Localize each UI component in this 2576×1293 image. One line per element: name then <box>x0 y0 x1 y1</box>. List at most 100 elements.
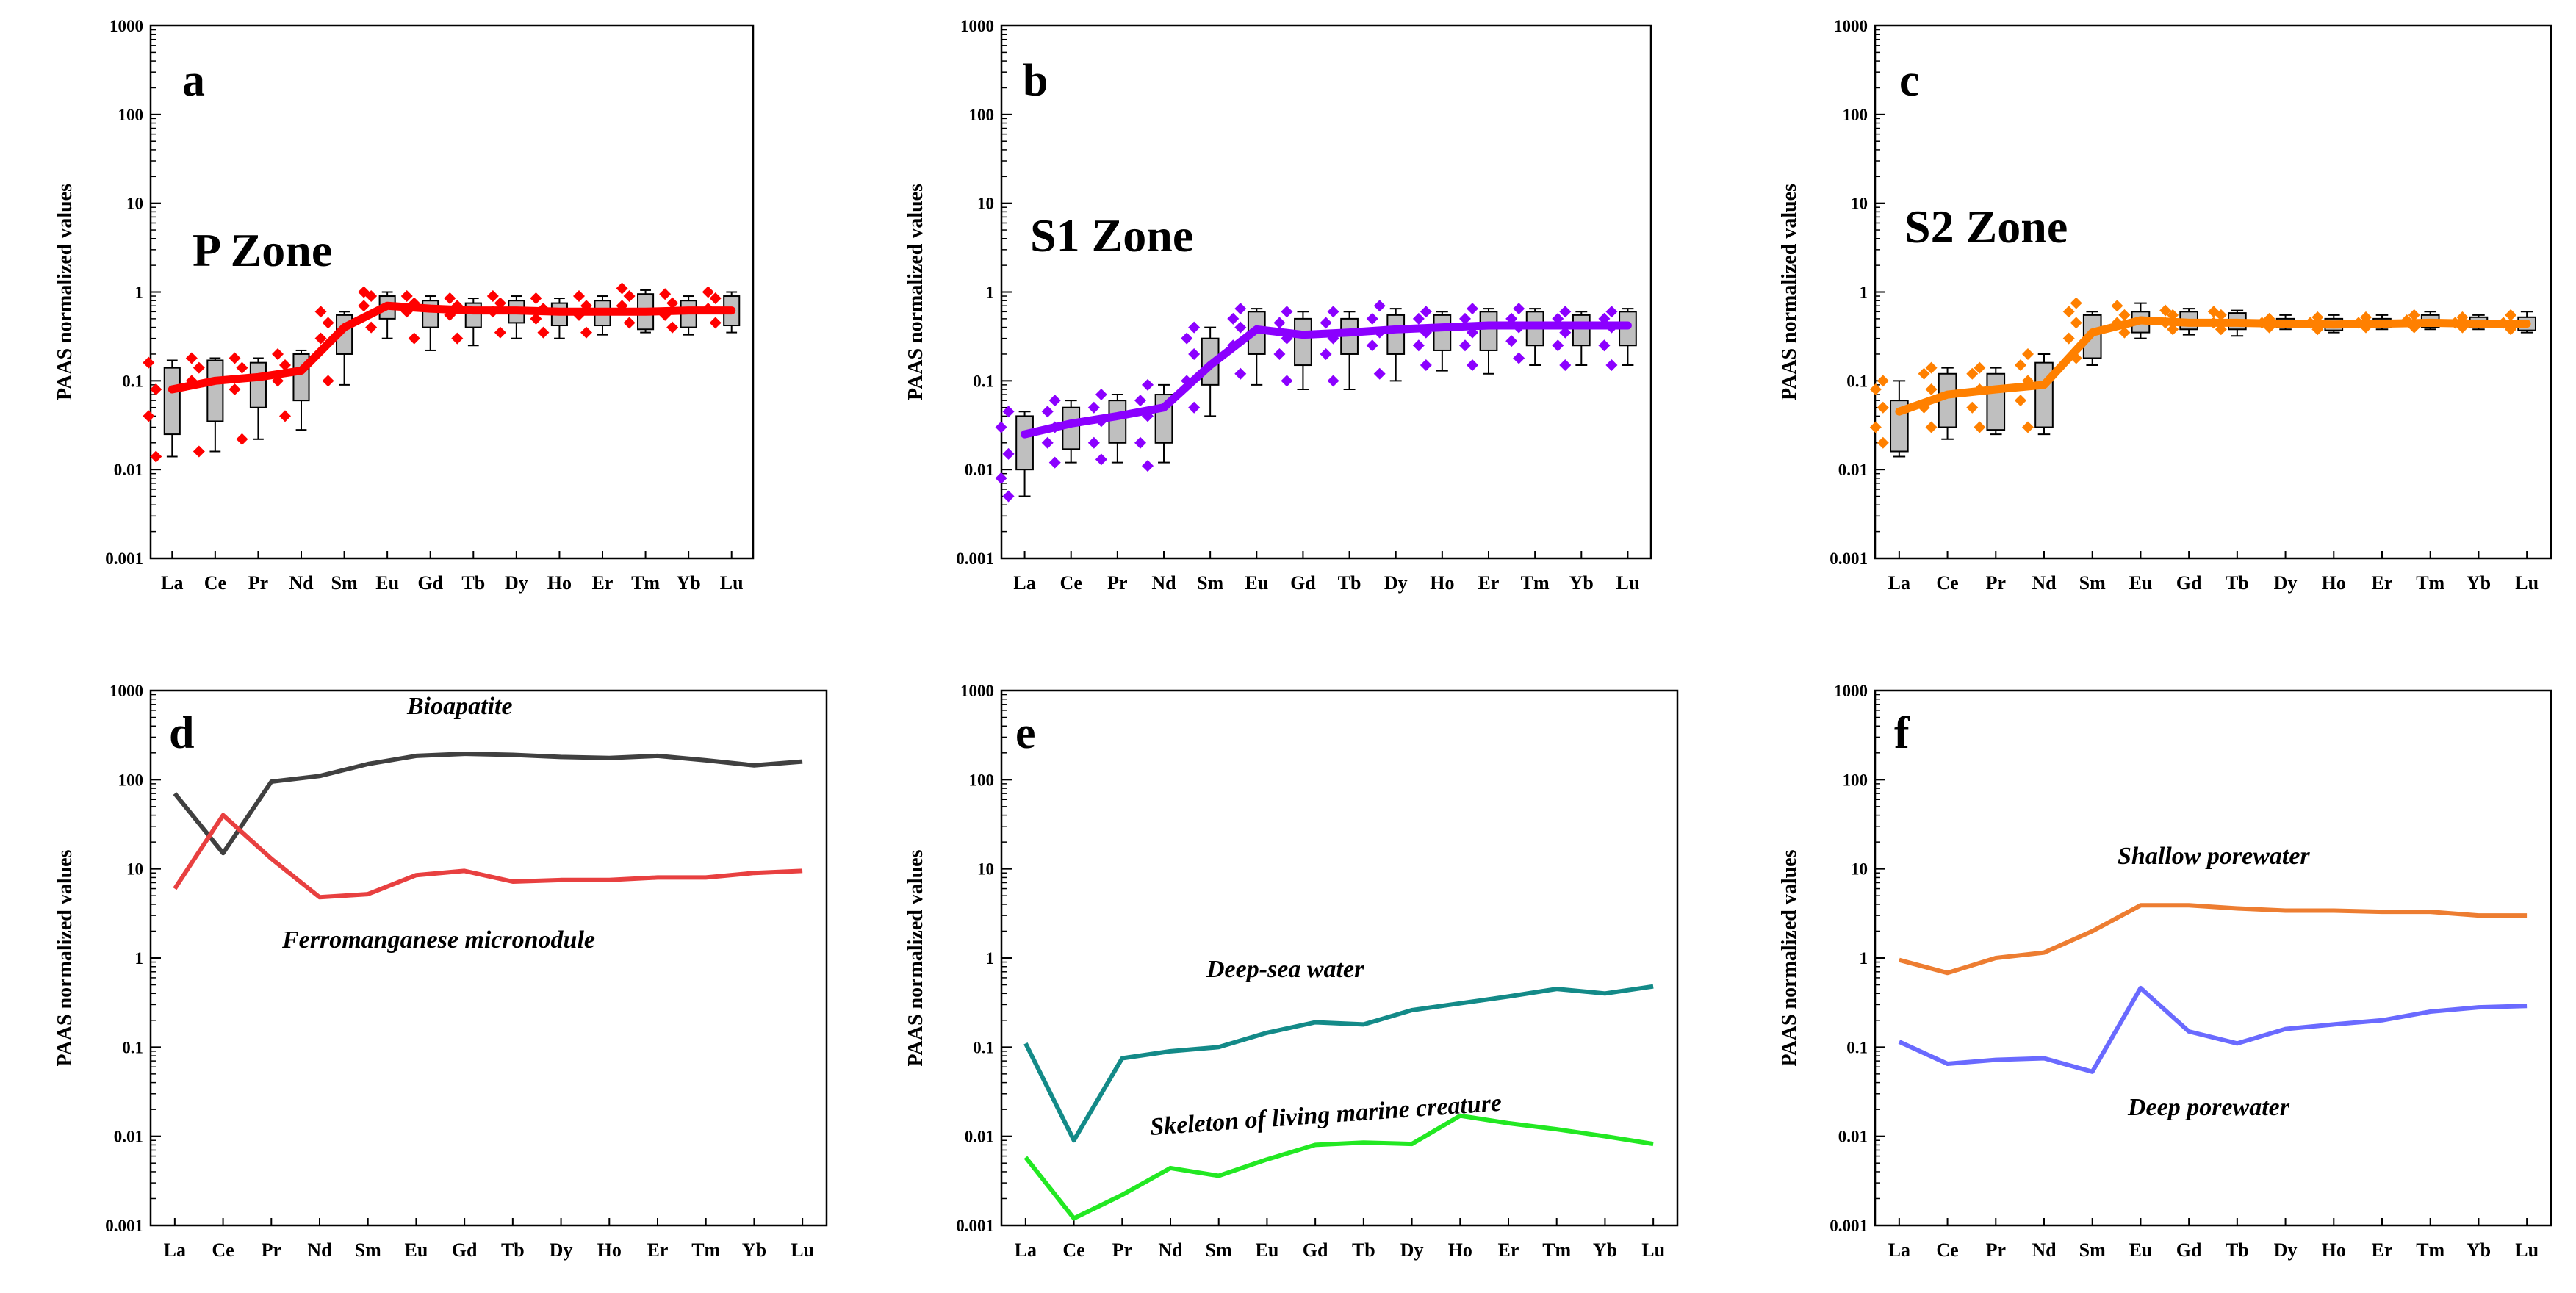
scatter-point <box>143 356 155 369</box>
scatter-point <box>2118 326 2131 339</box>
x-tick-label: Er <box>647 1239 669 1261</box>
x-tick-label: Gd <box>2176 572 2202 594</box>
box <box>163 367 181 436</box>
x-tick-label: Ce <box>212 1239 234 1261</box>
scatter-point <box>279 410 291 422</box>
y-tick-label: 10 <box>126 195 143 213</box>
x-tick-label: Tm <box>2416 1239 2444 1261</box>
panel-letter-b: b <box>1023 56 1048 106</box>
scatter-point <box>1002 490 1015 503</box>
y-tick-label: 100 <box>969 771 995 789</box>
series-line <box>1023 984 1654 1143</box>
scatter-point <box>1142 378 1154 391</box>
y-tick-label: 0.1 <box>122 372 143 390</box>
plot-frame <box>1874 689 2552 1227</box>
box <box>1986 372 2006 431</box>
panel-e: 0.001 0.01 0.1 1 10 100 1000 La Ce Pr Nd Sm Eu Gd Tb Dy… <box>904 682 1679 1261</box>
x-tick-label: Tb <box>501 1239 525 1261</box>
x-tick-label: Tm <box>1542 1239 1571 1261</box>
y-tick-label: 0.1 <box>122 1038 143 1056</box>
x-tick-label: Sm <box>1206 1239 1232 1261</box>
x-tick-label: Yb <box>2467 1239 2491 1261</box>
scatter-point <box>1373 300 1386 312</box>
scatter-point <box>358 286 370 298</box>
scatter-point <box>1412 312 1425 325</box>
x-tick-label: Gd <box>417 572 443 594</box>
x-tick-label: Ho <box>597 1239 622 1261</box>
x-tick-label: Eu <box>2129 1239 2153 1261</box>
scatter-point <box>143 410 155 422</box>
scatter-point <box>1281 306 1293 318</box>
scatter-point <box>709 317 722 329</box>
scatter-point <box>1513 352 1525 364</box>
scatter-point <box>272 347 284 360</box>
x-tick-label: Nd <box>289 572 314 594</box>
x-tick-label: Eu <box>405 1239 428 1261</box>
scatter-point <box>1366 339 1378 352</box>
annotation-shallow-porewater: Shallow porewater <box>2118 843 2310 870</box>
scatter-point <box>408 332 420 345</box>
series-line <box>1899 903 2528 976</box>
median-line <box>168 301 736 394</box>
x-tick-label: Lu <box>2515 1239 2539 1261</box>
scatter-point <box>229 352 241 364</box>
scatter-point <box>1420 306 1432 318</box>
zone-label-c: S2 Zone <box>1904 201 2068 253</box>
x-tick-label: Eu <box>2129 572 2153 594</box>
scatter-point <box>358 300 370 312</box>
x-tick-label: La <box>1013 572 1035 594</box>
x-tick-label: La <box>1888 572 1910 594</box>
scatter-point <box>2505 309 2517 321</box>
y-tick-label: 100 <box>1843 771 1868 789</box>
y-axis-label: PAAS normalized values <box>1778 849 1801 1066</box>
scatter-point <box>1095 453 1107 466</box>
scatter-point <box>530 292 542 305</box>
scatter-point <box>1227 312 1240 325</box>
x-tick-label: La <box>164 1239 186 1261</box>
x-tick-label: Ho <box>2322 572 2346 594</box>
x-tick-label: Sm <box>355 1239 381 1261</box>
scatter-point <box>623 317 636 329</box>
y-tick-label: 1000 <box>1834 17 1868 35</box>
scatter-point <box>1420 359 1432 372</box>
scatter-point <box>1559 359 1572 372</box>
x-tick-label: Dy <box>2274 572 2298 594</box>
x-tick-label: Tb <box>1352 1239 1375 1261</box>
scatter-point <box>666 297 679 309</box>
y-tick-label: 100 <box>118 771 144 789</box>
y-tick-label: 0.01 <box>114 1128 143 1146</box>
scatter-point <box>2015 359 2026 372</box>
x-tick-label: Ce <box>1936 1239 1958 1261</box>
scatter-point <box>193 445 205 458</box>
y-tick-label: 0.001 <box>1830 1217 1868 1235</box>
scatter-point <box>1605 306 1618 318</box>
scatter-point <box>314 332 327 345</box>
x-tick-label: Nd <box>2032 1239 2057 1261</box>
y-tick-label: 1000 <box>109 17 143 35</box>
scatter-point <box>1281 375 1293 387</box>
scatter-point <box>1974 361 1986 374</box>
scatter-point <box>1459 312 1471 325</box>
annotation-deep-porewater: Deep porewater <box>2127 1094 2290 1121</box>
scatter-point <box>1134 395 1146 407</box>
scatter-point <box>1412 339 1425 352</box>
y-tick-label: 0.01 <box>1838 1128 1868 1146</box>
y-tick-label: 0.001 <box>956 1217 994 1235</box>
x-tick-label: Gd <box>2176 1239 2202 1261</box>
x-tick-label: Yb <box>2467 572 2491 594</box>
panel-letter-a: a <box>182 56 205 106</box>
x-tick-label: Tm <box>631 572 660 594</box>
scatter-point <box>2111 300 2123 312</box>
y-tick-label: 1 <box>1860 949 1868 968</box>
x-tick-label: Lu <box>2515 572 2539 594</box>
panel-d: 0.001 0.01 0.1 1 10 100 1000 La Ce Pr Nd Sm Eu Gd Tb Dy… <box>54 682 828 1261</box>
box <box>1386 314 1406 355</box>
x-tick-label: Yb <box>677 572 701 594</box>
x-tick-label: Tb <box>2226 1239 2249 1261</box>
scatter-point <box>1234 321 1247 334</box>
scatter-point <box>995 421 1007 433</box>
series-line <box>173 813 803 900</box>
x-tick-label: Dy <box>1384 572 1408 594</box>
x-tick-label: Ho <box>1448 1239 1472 1261</box>
